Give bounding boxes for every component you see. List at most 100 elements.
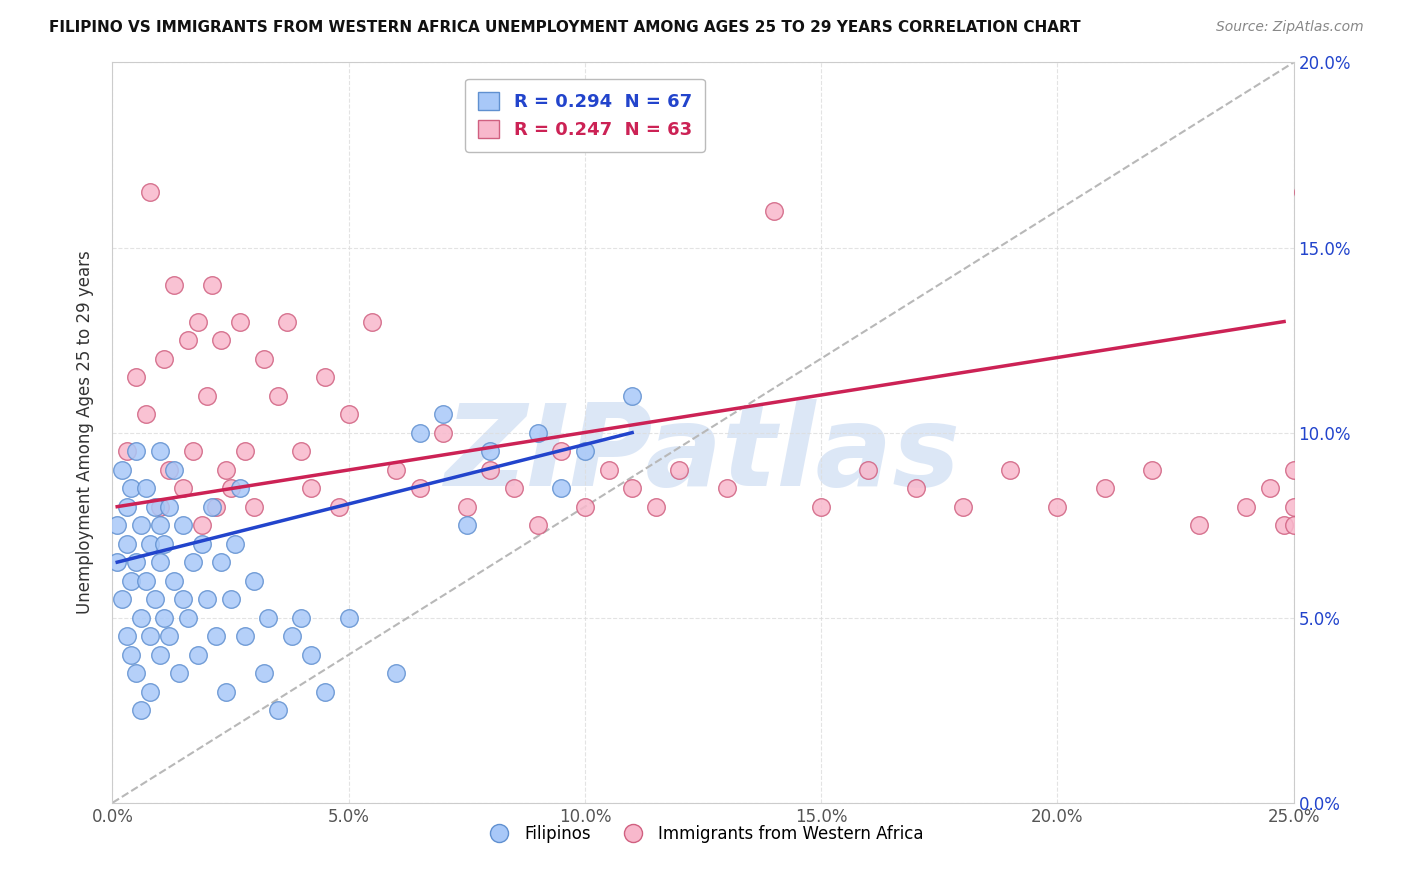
Point — [716, 481, 738, 495]
Text: ZIPatlas: ZIPatlas — [444, 400, 962, 510]
Point — [191, 536, 214, 550]
Point — [243, 574, 266, 588]
Point — [186, 648, 208, 662]
Point — [1234, 500, 1257, 514]
Point — [111, 462, 134, 476]
Point — [201, 277, 224, 292]
Point — [139, 629, 162, 643]
Point — [163, 277, 186, 292]
Point — [858, 462, 880, 476]
Point — [253, 666, 276, 681]
Point — [314, 370, 336, 384]
Point — [762, 203, 785, 218]
Point — [129, 610, 152, 624]
Text: FILIPINO VS IMMIGRANTS FROM WESTERN AFRICA UNEMPLOYMENT AMONG AGES 25 TO 29 YEAR: FILIPINO VS IMMIGRANTS FROM WESTERN AFRI… — [49, 20, 1081, 35]
Point — [328, 500, 350, 514]
Point — [1258, 481, 1281, 495]
Point — [153, 351, 176, 366]
Point — [149, 444, 172, 458]
Point — [952, 500, 974, 514]
Point — [253, 351, 276, 366]
Point — [139, 536, 162, 550]
Point — [125, 666, 148, 681]
Point — [125, 444, 148, 458]
Point — [163, 462, 186, 476]
Point — [276, 314, 298, 328]
Point — [115, 536, 138, 550]
Point — [598, 462, 620, 476]
Point — [257, 610, 280, 624]
Point — [503, 481, 526, 495]
Point — [157, 462, 180, 476]
Point — [998, 462, 1021, 476]
Point — [172, 481, 194, 495]
Point — [163, 574, 186, 588]
Point — [1292, 185, 1315, 199]
Point — [111, 592, 134, 607]
Point — [456, 518, 478, 533]
Point — [115, 444, 138, 458]
Point — [290, 444, 312, 458]
Point — [1188, 518, 1211, 533]
Point — [157, 629, 180, 643]
Point — [574, 444, 596, 458]
Point — [149, 518, 172, 533]
Point — [181, 444, 204, 458]
Point — [143, 500, 166, 514]
Point — [1140, 462, 1163, 476]
Point — [621, 388, 644, 402]
Point — [209, 333, 232, 347]
Point — [644, 500, 666, 514]
Point — [139, 185, 162, 199]
Point — [243, 500, 266, 514]
Point — [195, 592, 218, 607]
Point — [267, 388, 290, 402]
Point — [205, 500, 228, 514]
Point — [904, 481, 927, 495]
Point — [810, 500, 832, 514]
Point — [408, 425, 430, 440]
Point — [135, 481, 157, 495]
Point — [526, 518, 548, 533]
Point — [361, 314, 384, 328]
Point — [157, 500, 180, 514]
Point — [432, 407, 454, 421]
Point — [1272, 518, 1295, 533]
Point — [125, 555, 148, 569]
Point — [120, 648, 142, 662]
Point — [1282, 500, 1305, 514]
Point — [299, 481, 322, 495]
Point — [167, 666, 190, 681]
Point — [408, 481, 430, 495]
Point — [191, 518, 214, 533]
Point — [668, 462, 690, 476]
Point — [153, 536, 176, 550]
Point — [574, 500, 596, 514]
Point — [550, 481, 572, 495]
Point — [229, 314, 252, 328]
Point — [149, 500, 172, 514]
Point — [115, 500, 138, 514]
Point — [120, 481, 142, 495]
Point — [479, 444, 502, 458]
Y-axis label: Unemployment Among Ages 25 to 29 years: Unemployment Among Ages 25 to 29 years — [76, 251, 94, 615]
Legend: Filipinos, Immigrants from Western Africa: Filipinos, Immigrants from Western Afric… — [477, 819, 929, 850]
Point — [1282, 518, 1305, 533]
Point — [195, 388, 218, 402]
Point — [550, 444, 572, 458]
Point — [139, 685, 162, 699]
Point — [314, 685, 336, 699]
Point — [177, 610, 200, 624]
Point — [219, 481, 242, 495]
Point — [177, 333, 200, 347]
Point — [135, 574, 157, 588]
Point — [120, 574, 142, 588]
Point — [105, 555, 128, 569]
Point — [105, 518, 128, 533]
Point — [205, 629, 228, 643]
Point — [201, 500, 224, 514]
Point — [1296, 277, 1319, 292]
Point — [115, 629, 138, 643]
Point — [233, 444, 256, 458]
Point — [233, 629, 256, 643]
